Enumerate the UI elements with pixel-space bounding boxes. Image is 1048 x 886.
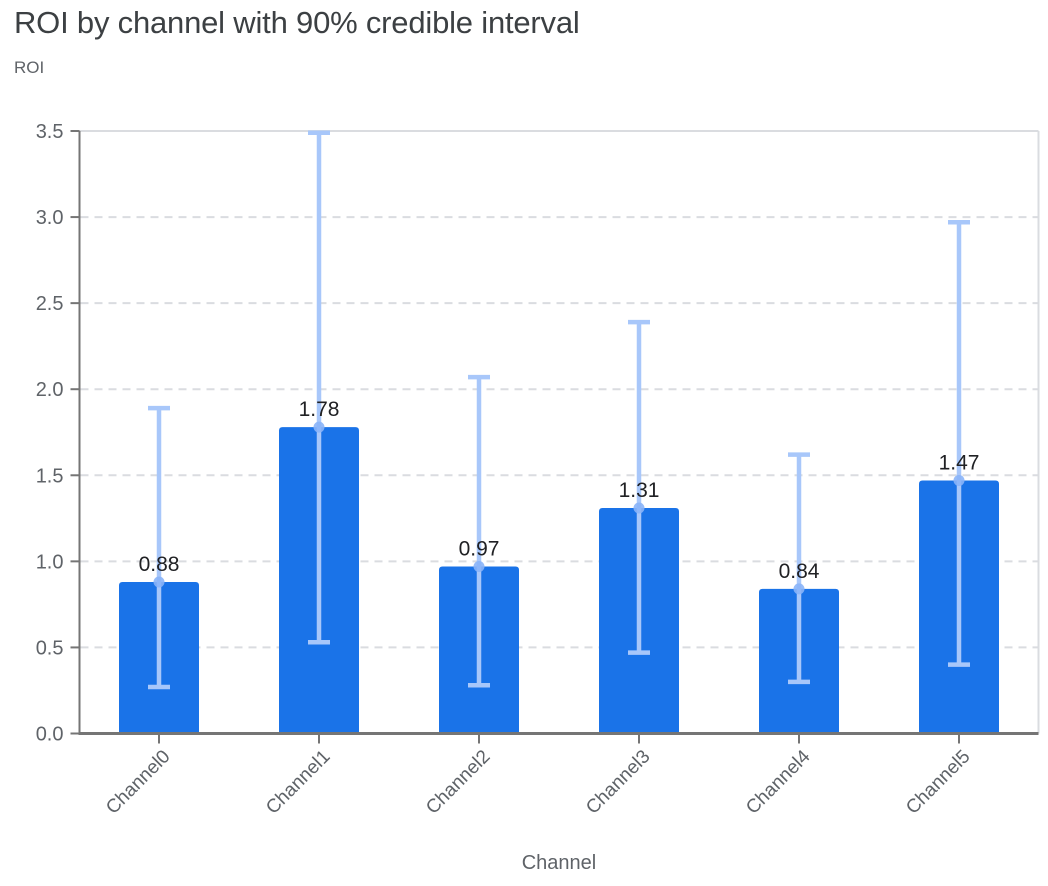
bar-value-label: 0.84 [779,560,820,583]
y-tick-label: 3.5 [36,121,64,143]
x-tick-label: Channel3 [582,746,654,818]
mean-marker [153,576,165,588]
x-tick-label: Channel2 [422,746,494,818]
y-tick-label: 0.0 [36,724,64,746]
x-tick-label: Channel4 [742,746,815,819]
bar-value-label: 1.78 [299,398,340,421]
y-axis-title: ROI [14,58,45,77]
bar-value-label: 0.97 [459,538,500,561]
y-tick-label: 2.0 [36,379,64,401]
x-tick-label: Channel0 [102,746,174,818]
chart-title: ROI by channel with 90% credible interva… [14,5,580,40]
mean-marker [473,561,485,573]
y-tick-label: 3.0 [36,207,64,229]
mean-marker [793,583,805,595]
x-axis-title: Channel [522,852,597,874]
x-tick-label: Channel5 [902,746,974,818]
y-tick-label: 2.5 [36,293,64,315]
y-tick-label: 1.5 [36,465,64,487]
y-tick-label: 0.5 [36,637,64,659]
x-tick-label: Channel1 [262,746,334,818]
bar-value-label: 1.47 [939,451,980,474]
mean-marker [953,474,965,486]
mean-marker [313,421,325,433]
mean-marker [633,502,645,514]
bar-value-label: 0.88 [139,553,180,576]
bar-value-label: 1.31 [619,479,660,502]
y-tick-label: 1.0 [36,551,64,573]
